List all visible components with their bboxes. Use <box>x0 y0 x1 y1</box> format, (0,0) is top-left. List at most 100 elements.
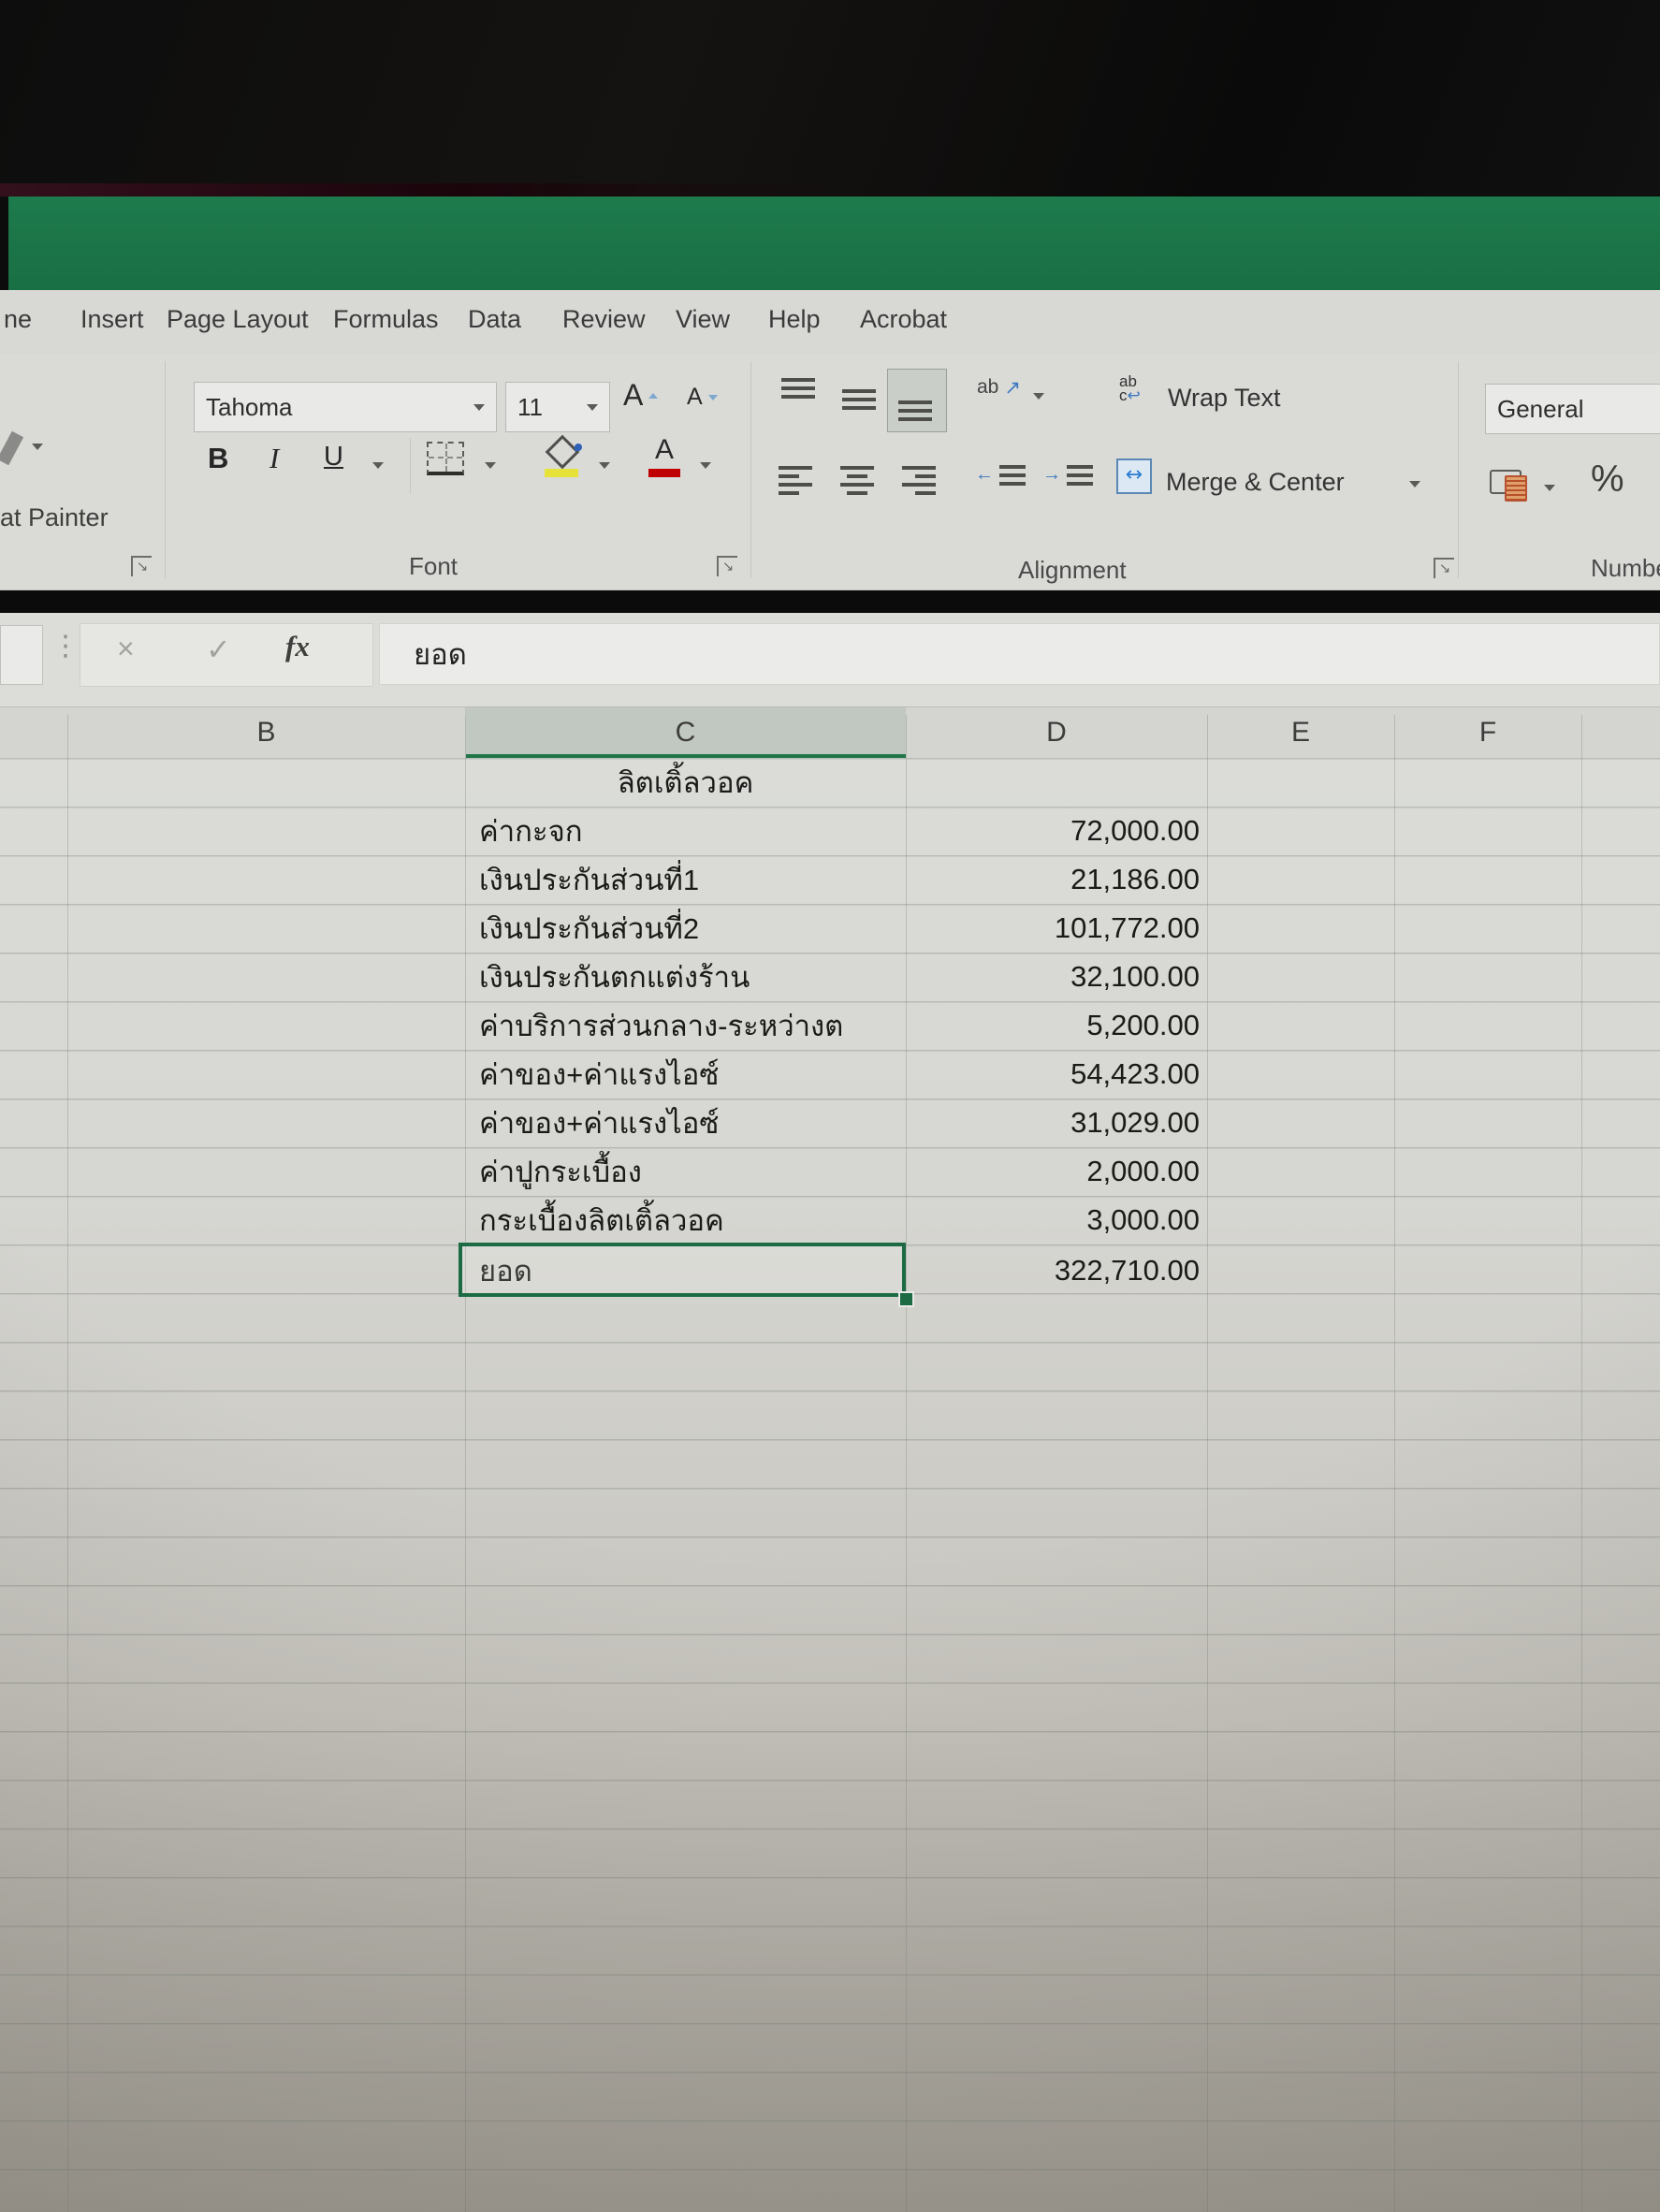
font-name-combobox[interactable]: Tahoma <box>194 382 497 432</box>
number-format-value: General <box>1497 394 1584 423</box>
tab-page-layout[interactable]: Page Layout <box>167 305 309 333</box>
column-header-F[interactable]: F <box>1478 717 1497 748</box>
increase-font-size-button[interactable]: A <box>623 378 659 413</box>
alignment-group-label: Alignment <box>1018 556 1127 584</box>
cell-value[interactable]: 5,200.00 <box>1086 1009 1200 1041</box>
underline-button[interactable]: U <box>324 442 343 472</box>
cell-label[interactable]: เงินประกันส่วนที่2 <box>479 912 700 945</box>
gridline <box>1394 758 1395 2212</box>
top-align-button-icon[interactable] <box>781 378 815 421</box>
fill-handle[interactable] <box>898 1291 914 1307</box>
cell-label[interactable]: เงินประกันส่วนที่1 <box>479 864 700 896</box>
header-divider <box>906 715 907 758</box>
merge-center-button[interactable]: Merge & Center <box>1166 468 1345 496</box>
font-size-value: 11 <box>517 392 543 421</box>
font-color-button-icon[interactable]: A <box>646 436 683 479</box>
orientation-chevron-icon[interactable] <box>1033 393 1044 400</box>
cell-C1-title[interactable]: ลิตเติ้ลวอค <box>617 766 754 799</box>
borders-chevron-icon[interactable] <box>485 462 496 469</box>
accounting-chevron-icon[interactable] <box>1544 485 1555 491</box>
tab-home-partial[interactable]: ne <box>4 305 33 333</box>
cell-value[interactable]: 54,423.00 <box>1070 1057 1200 1090</box>
cell-label[interactable]: ค่าปูกระเบื้อง <box>479 1156 642 1188</box>
alignment-dialog-launcher-icon[interactable]: ↘ <box>1434 558 1454 578</box>
cell-value[interactable]: 322,710.00 <box>1054 1254 1200 1287</box>
worksheet-grid[interactable]: ลิตเติ้ลวอค ค่ากะจก 72,000.00 เงินประกัน… <box>0 758 1660 2212</box>
column-header-C[interactable]: C <box>675 717 696 748</box>
chevron-down-icon <box>587 403 598 411</box>
borders-button-icon[interactable] <box>427 442 464 475</box>
tab-help[interactable]: Help <box>768 305 821 333</box>
text-orientation-button-icon[interactable]: ab ↗ <box>977 376 1021 399</box>
percent-style-button[interactable]: % <box>1591 458 1624 500</box>
fill-color-chevron-icon[interactable] <box>599 462 610 469</box>
cell-label[interactable]: ค่าของ+ค่าแรงไอซ์ <box>479 1107 720 1140</box>
align-center-button-icon[interactable] <box>840 466 874 495</box>
font-size-combobox[interactable]: 11 <box>505 382 610 432</box>
number-format-combobox[interactable]: General <box>1485 384 1660 434</box>
cell-label[interactable]: ค่ากะจก <box>479 815 583 848</box>
cell-value[interactable]: 3,000.00 <box>1086 1203 1200 1236</box>
cell-label[interactable]: ค่าบริการส่วนกลาง-ระหว่างต <box>479 1010 844 1042</box>
tab-formulas[interactable]: Formulas <box>333 305 439 333</box>
merge-center-icon[interactable]: ↔ <box>1116 458 1152 494</box>
wrap-text-icon[interactable]: ab c↩ <box>1119 372 1141 405</box>
tab-acrobat[interactable]: Acrobat <box>860 305 948 333</box>
column-header-E[interactable]: E <box>1290 717 1310 748</box>
format-painter-brush-icon[interactable] <box>0 430 24 466</box>
group-divider <box>1458 361 1459 578</box>
fill-color-button-icon[interactable] <box>543 434 584 479</box>
formula-bar-grip-icon[interactable]: ⋮ <box>51 630 80 662</box>
name-box[interactable] <box>0 625 43 685</box>
cell-label[interactable]: ค่าของ+ค่าแรงไอซ์ <box>479 1058 720 1091</box>
merge-center-chevron-icon[interactable] <box>1409 481 1420 488</box>
cell-value[interactable]: 101,772.00 <box>1054 911 1200 944</box>
clipboard-dialog-launcher-icon[interactable]: ↘ <box>131 556 152 576</box>
bottom-align-button-icon[interactable] <box>898 378 932 421</box>
format-painter-label[interactable]: at Painter <box>0 503 109 531</box>
selected-cell-border[interactable] <box>459 1243 906 1297</box>
cell-label[interactable]: เงินประกันตกแต่งร้าน <box>479 961 750 994</box>
enter-icon[interactable]: ✓ <box>206 632 231 667</box>
decrease-indent-button-icon[interactable]: ← <box>975 464 1026 486</box>
tab-data[interactable]: Data <box>468 305 522 333</box>
cell-label[interactable]: กระเบื้องลิตเติ้ลวอค <box>479 1204 724 1237</box>
cell-value[interactable]: 2,000.00 <box>1086 1155 1200 1187</box>
cancel-icon[interactable]: × <box>117 632 135 665</box>
italic-button[interactable]: I <box>269 442 280 474</box>
insert-function-icon[interactable]: fx <box>285 630 310 662</box>
cell-value[interactable]: 21,186.00 <box>1070 863 1200 895</box>
accounting-format-button-icon[interactable] <box>1490 468 1531 502</box>
align-left-button-icon[interactable] <box>779 466 812 495</box>
wrap-text-button[interactable]: Wrap Text <box>1168 384 1281 412</box>
cell-value[interactable]: 72,000.00 <box>1070 814 1200 847</box>
group-divider <box>750 361 751 578</box>
decrease-font-size-button[interactable]: A <box>687 384 718 411</box>
header-divider <box>465 715 466 758</box>
cell-label-selected[interactable]: ยอด <box>479 1255 532 1288</box>
align-right-button-icon[interactable] <box>902 466 936 495</box>
column-header-row: B C D E F <box>0 707 1660 760</box>
tab-insert[interactable]: Insert <box>80 305 144 333</box>
cell-value[interactable]: 31,029.00 <box>1070 1106 1200 1139</box>
font-name-value: Tahoma <box>206 392 293 421</box>
chevron-down-icon[interactable] <box>32 444 43 450</box>
font-color-chevron-icon[interactable] <box>700 462 711 469</box>
tab-view[interactable]: View <box>676 305 731 333</box>
monitor-bezel <box>0 0 1660 196</box>
increase-indent-button-icon[interactable]: → <box>1042 464 1093 486</box>
header-divider <box>1394 715 1395 758</box>
formula-input[interactable]: ยอด <box>379 623 1660 685</box>
excel-title-bar: ลิตเติ้ลวอค - Excel <box>0 196 1660 459</box>
cell-value[interactable]: 32,100.00 <box>1070 960 1200 993</box>
column-header-D[interactable]: D <box>1046 717 1067 748</box>
font-dialog-launcher-icon[interactable]: ↘ <box>717 556 737 576</box>
ribbon-home: at Painter ↘ Tahoma 11 A A B I U A <box>0 354 1660 590</box>
formula-bar-row: ⋮ × ✓ fx ยอด <box>0 613 1660 707</box>
bold-button[interactable]: B <box>208 442 229 474</box>
tab-review[interactable]: Review <box>562 305 646 333</box>
column-header-B[interactable]: B <box>256 717 276 748</box>
underline-chevron-icon[interactable] <box>372 462 384 469</box>
header-divider <box>1581 715 1582 758</box>
middle-align-button-icon[interactable] <box>842 378 876 421</box>
